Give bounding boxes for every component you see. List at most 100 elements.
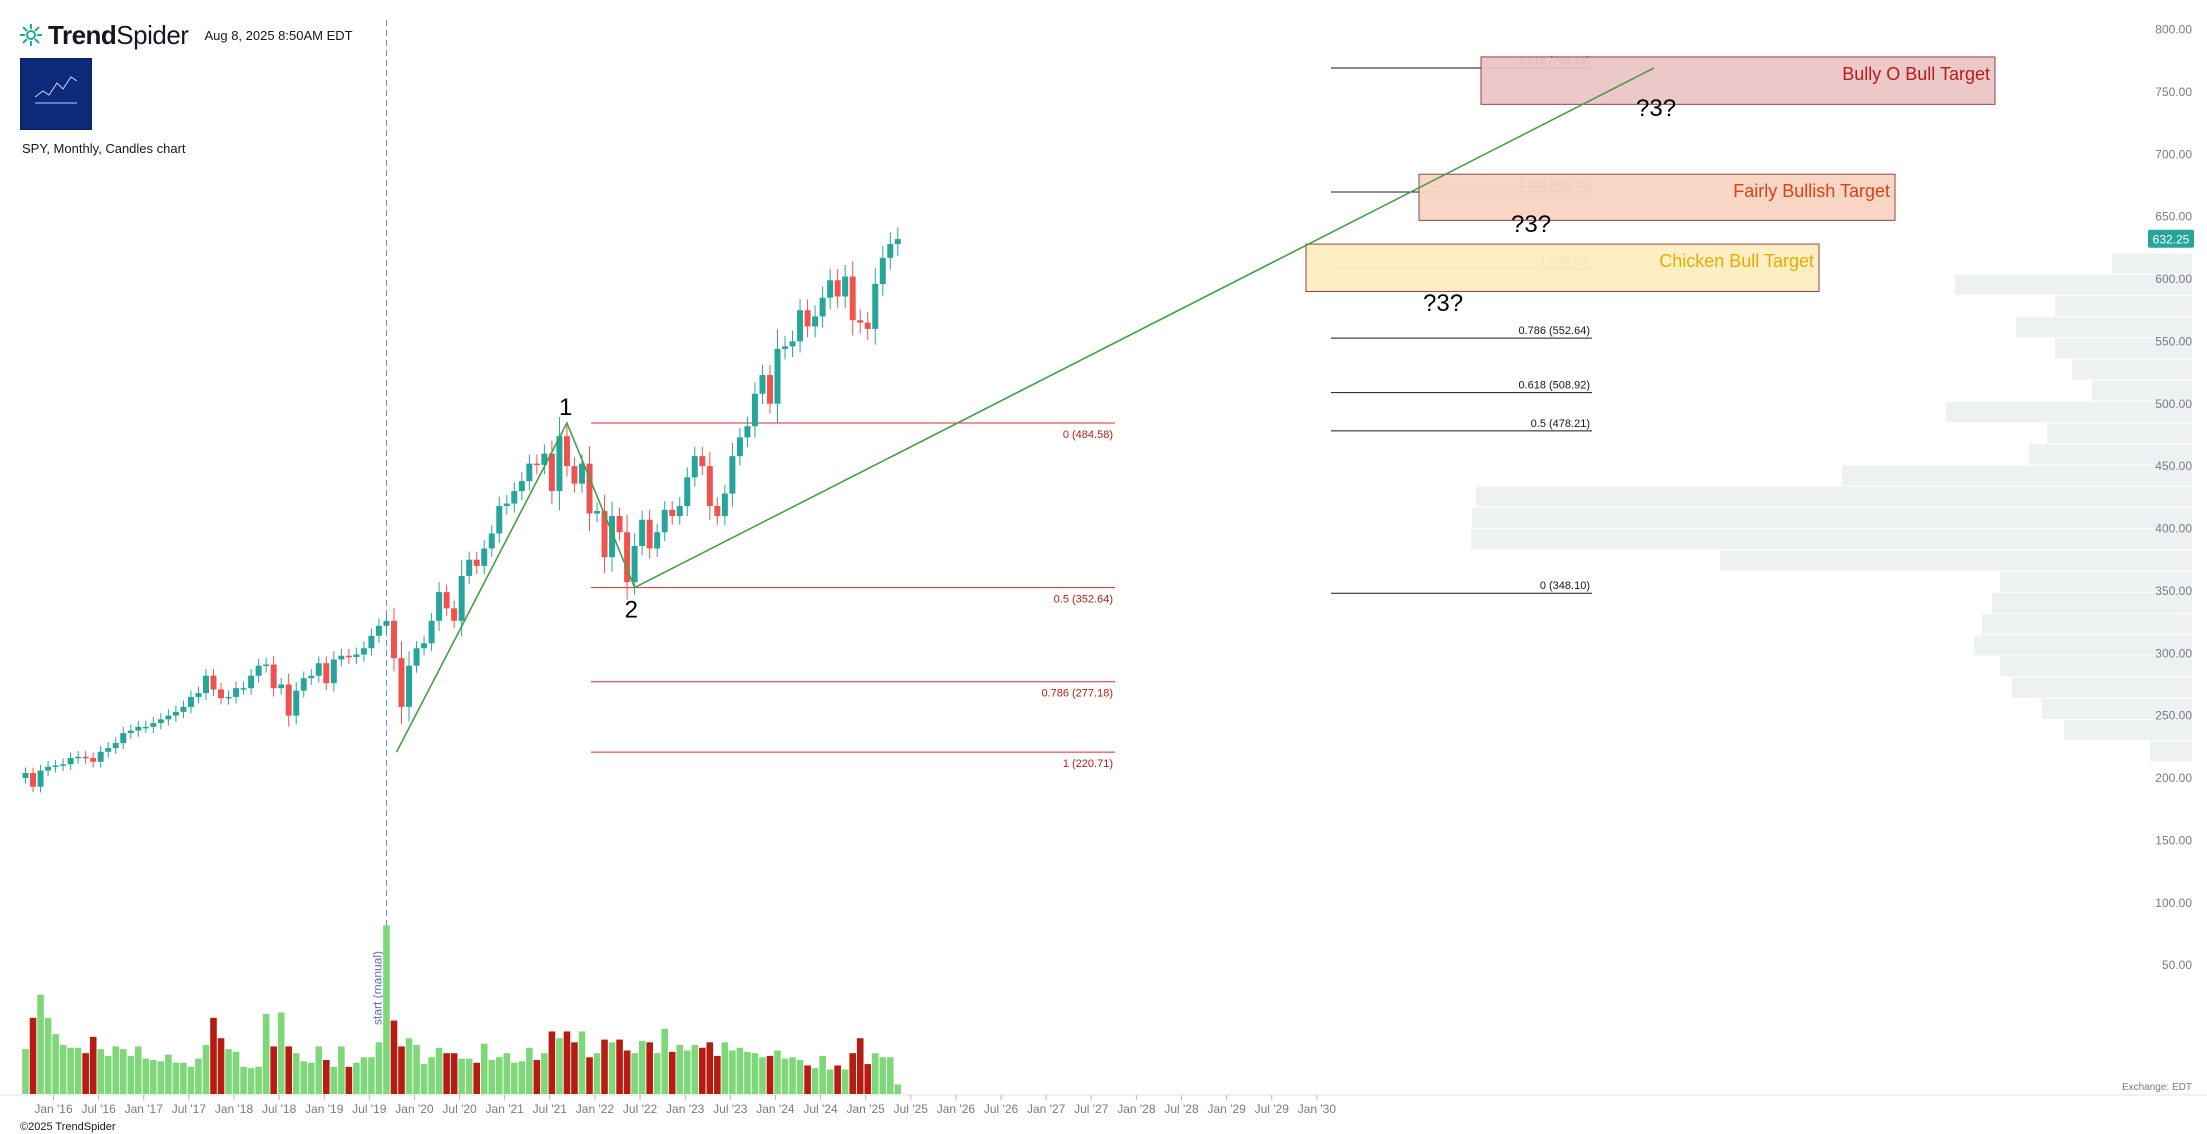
- candle-body: [526, 463, 533, 482]
- candle-body: [270, 664, 277, 689]
- candle-body: [759, 375, 766, 394]
- volume-bar: [864, 1064, 872, 1094]
- candle-body: [812, 316, 819, 327]
- volume-bar: [879, 1057, 887, 1094]
- y-tick-label: 600.00: [2155, 272, 2192, 286]
- volume-profile-bar: [1946, 401, 2192, 423]
- volume-bar: [330, 1066, 338, 1094]
- volume-bar: [390, 1020, 398, 1094]
- volume-profile-bar: [1842, 465, 2192, 486]
- candle-body: [150, 723, 157, 727]
- fib-left-label: 1 (220.71): [1063, 758, 1113, 770]
- x-tick-label: Jan '29: [1207, 1102, 1246, 1116]
- volume-bar: [548, 1031, 556, 1094]
- volume-bar: [67, 1047, 74, 1094]
- candle-body: [518, 481, 525, 492]
- y-tick-label: 100.00: [2155, 896, 2192, 910]
- volume-bar: [150, 1060, 157, 1094]
- volume-bar: [571, 1042, 578, 1094]
- volume-bar: [834, 1065, 841, 1094]
- volume-bar: [789, 1057, 796, 1094]
- target-zone: [1305, 243, 1820, 292]
- volume-profile-bar: [2072, 359, 2192, 380]
- volume-profile-bar: [2029, 444, 2192, 465]
- volume-bar: [420, 1064, 428, 1094]
- volume-profile-bar: [2012, 677, 2192, 698]
- volume-bar: [819, 1055, 826, 1094]
- candle-body: [624, 532, 631, 583]
- fib-right-label: 0.786 (552.64): [1518, 325, 1590, 337]
- candle-body: [639, 519, 646, 546]
- volume-bar: [518, 1061, 526, 1094]
- y-axis: 800.00 750.00 700.00 650.00 600.00 550.00 500.…: [2148, 23, 2194, 972]
- fibonacci-levels[interactable]: 0 (484.58) 0.5 (352.64) 0.786 (277.18) 1 (2…: [591, 55, 1592, 770]
- current-price-badge: [2148, 229, 2194, 248]
- volume-bar: [127, 1055, 135, 1094]
- candle-body: [90, 758, 97, 762]
- candle-body: [353, 654, 360, 657]
- candle-body: [586, 463, 593, 514]
- volume-bar: [631, 1053, 638, 1094]
- volume-bar: [533, 1060, 541, 1094]
- candle-body: [879, 257, 886, 284]
- volume-bar: [766, 1055, 774, 1094]
- candle-body: [684, 477, 691, 507]
- candle-body: [345, 655, 352, 658]
- volume-bar: [811, 1068, 819, 1094]
- volume-bar: [217, 1038, 225, 1094]
- candle-body: [285, 684, 292, 716]
- volume-bar: [744, 1051, 751, 1094]
- candle-body: [278, 684, 285, 689]
- volume-bar: [676, 1045, 684, 1094]
- start-marker-line[interactable]: start (manual): [370, 20, 387, 1094]
- candle-body: [240, 688, 247, 690]
- volume-bar: [345, 1066, 353, 1094]
- candle-body: [308, 675, 315, 679]
- volume-bar: [849, 1053, 856, 1094]
- wave-label-2: 2: [625, 597, 638, 624]
- volume-bar: [503, 1053, 511, 1094]
- target-zone: [1418, 173, 1896, 221]
- candle-body: [338, 655, 345, 660]
- target-zones[interactable]: Bully O Bull Target Fairly Bullish Target…: [1305, 56, 1996, 292]
- candle-body: [669, 509, 676, 517]
- candle-body: [503, 503, 510, 507]
- volume-bar: [465, 1058, 473, 1094]
- x-tick-label: Jul '21: [533, 1102, 568, 1116]
- x-tick-label: Jul '20: [442, 1102, 477, 1116]
- candle-body: [142, 726, 149, 729]
- volume-bar: [563, 1031, 571, 1094]
- volume-bar: [82, 1053, 89, 1094]
- volume-bar: [210, 1017, 217, 1094]
- volume-bar: [195, 1058, 202, 1094]
- volume-bar: [135, 1046, 142, 1094]
- candle-body: [300, 678, 307, 691]
- candle-body: [849, 276, 856, 321]
- exchange-label: Exchange: EDT: [2122, 1082, 2192, 1093]
- volume-profile: [1471, 253, 2192, 762]
- x-tick-label: Jul '25: [894, 1102, 929, 1116]
- volume-profile-bar: [2000, 656, 2192, 677]
- thumbnail-art: [34, 76, 78, 104]
- fib-left-label: 0 (484.58): [1063, 429, 1113, 441]
- x-tick-label: Jan '19: [305, 1102, 344, 1116]
- volume-bar: [247, 1068, 255, 1094]
- volume-bar: [119, 1049, 127, 1094]
- brand-name: TrendSpider: [48, 19, 189, 51]
- candle-body: [233, 688, 240, 697]
- volume-bar: [623, 1050, 631, 1094]
- volume-bar: [413, 1045, 420, 1094]
- question-label: ?3?: [1423, 290, 1463, 317]
- current-price-text: 632.25: [2153, 232, 2190, 246]
- volume-bar: [721, 1042, 729, 1094]
- volume-bar: [202, 1045, 210, 1094]
- volume-bar: [270, 1046, 277, 1094]
- x-tick-label: Jul '26: [984, 1102, 1019, 1116]
- x-tick-label: Jan '22: [576, 1102, 615, 1116]
- candle-body: [481, 548, 488, 566]
- volume-bar: [683, 1050, 691, 1094]
- volume-profile-bar: [1955, 274, 2192, 295]
- brand-light: Spider: [116, 19, 189, 50]
- trend-lines[interactable]: [395, 67, 1655, 753]
